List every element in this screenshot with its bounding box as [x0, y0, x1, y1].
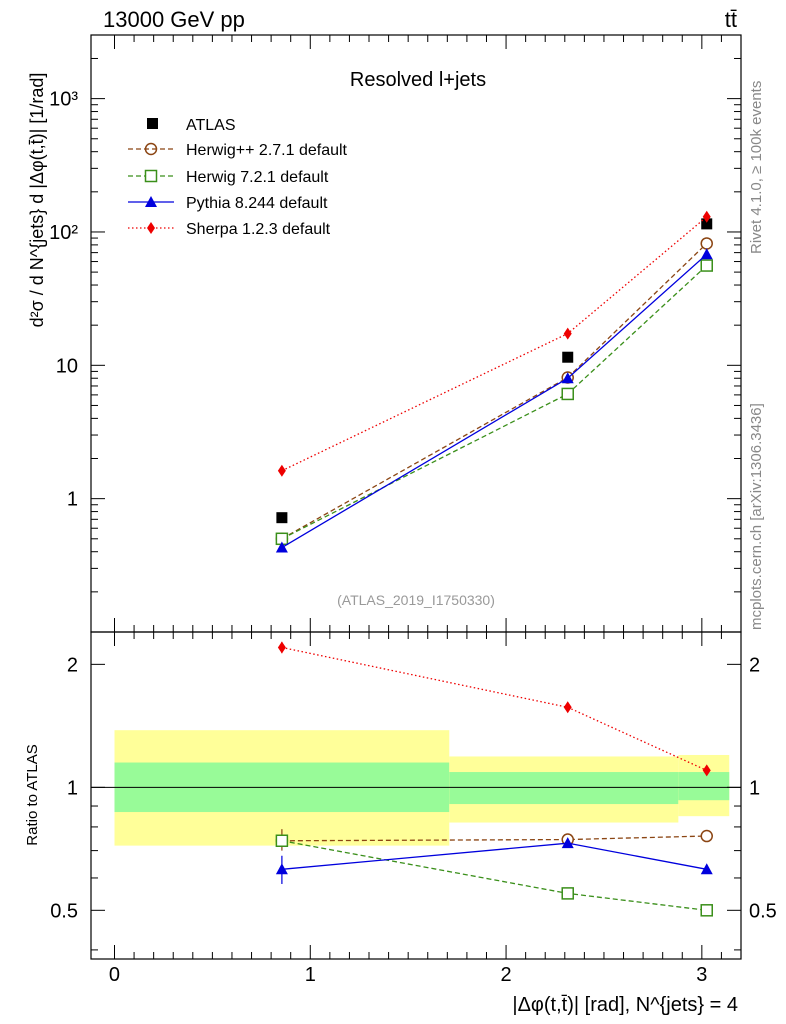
main-series-herwig7 — [275, 259, 713, 546]
ratio-point-pythia-1 — [561, 837, 574, 849]
analysis-id: (ATLAS_2019_I1750330) — [337, 592, 495, 608]
main-panel-series — [275, 210, 713, 553]
ratio-point-herwig7-0 — [275, 834, 289, 848]
main-point-atlas-0 — [276, 512, 288, 524]
legend-marker-atlas — [147, 118, 158, 129]
legend-label-atlas: ATLAS — [186, 117, 236, 134]
ratio-panel-frame — [90, 631, 742, 960]
legend: ATLAS Herwig++ 2.7.1 default Herwig 7.2.… — [128, 117, 348, 238]
ratio-panel-series — [275, 641, 713, 917]
axes: 1 10 10² 10³ 0.5 0.5 1 1 2 2 0 1 2 3 — [49, 34, 777, 986]
ratio-uncertainty-bands — [91, 730, 741, 846]
main-point-pythia-0 — [275, 541, 288, 553]
x-tick-label-3: 3 — [696, 964, 707, 986]
main-point-herwig7-2 — [700, 259, 713, 272]
main-series-sherpa — [277, 210, 711, 477]
main-series-herwigpp — [275, 237, 713, 546]
ratio-y-tick-label-left-2: 2 — [67, 654, 78, 676]
ratio-point-sherpa-0 — [277, 641, 286, 654]
ratio-series-herwig7 — [275, 834, 713, 917]
main-y-axis-label: d²σ / d N^{jets} d |Δφ(t,t̄)| [1/rad] — [27, 73, 47, 328]
ratio-line-herwigpp — [281, 835, 707, 842]
mcplots-label: mcplots.cern.ch [arXiv:1306.3436] — [748, 403, 765, 630]
main-y-tick-label-3: 10³ — [49, 89, 78, 111]
ratio-series-sherpa — [277, 641, 711, 777]
main-line-sherpa — [281, 216, 708, 472]
legend-marker-herwigpp — [144, 142, 158, 156]
legend-label-sherpa: Sherpa 1.2.3 default — [186, 221, 331, 238]
main-point-sherpa-1 — [563, 327, 572, 340]
legend-marker-sherpa — [147, 222, 155, 234]
ratio-y-tick-label-right-2: 2 — [749, 654, 760, 676]
x-tick-label-0: 0 — [109, 964, 120, 986]
ratio-y-tick-label-right-0: 0.5 — [749, 900, 777, 922]
ratio-y-axis-label: Ratio to ATLAS — [24, 744, 41, 845]
energy-label: 13000 GeV pp — [103, 7, 245, 32]
main-point-herwig7-1 — [561, 387, 574, 401]
x-tick-label-1: 1 — [305, 964, 316, 986]
ratio-point-herwig7-1 — [561, 887, 574, 900]
x-axis-label: |Δφ(t,t̄)| [rad], N^{jets} = 4 — [512, 994, 738, 1016]
main-point-sherpa-0 — [277, 464, 286, 477]
ratio-point-herwigpp-2 — [700, 829, 713, 843]
main-line-herwig7 — [281, 265, 708, 540]
main-y-tick-label-0: 1 — [67, 489, 78, 511]
main-point-atlas-2 — [701, 218, 713, 230]
legend-label-herwig7: Herwig 7.2.1 default — [186, 169, 329, 186]
main-point-sherpa-2 — [702, 210, 711, 223]
legend-label-pythia: Pythia 8.244 default — [186, 195, 328, 212]
main-point-pythia-1 — [561, 372, 574, 384]
ratio-series-pythia — [275, 837, 713, 875]
main-series-pythia — [275, 248, 713, 553]
ratio-point-pythia-2 — [700, 863, 713, 875]
legend-marker-herwig7 — [144, 169, 158, 183]
legend-marker-pythia — [145, 196, 157, 207]
ratio-y-tick-label-left-0: 0.5 — [50, 900, 78, 922]
ratio-y-tick-label-left-1: 1 — [67, 777, 78, 799]
main-point-atlas-1 — [562, 351, 574, 363]
main-point-pythia-2 — [700, 248, 713, 260]
process-label: tt̄ — [725, 7, 737, 32]
rivet-label: Rivet 4.1.0, ≥ 100k events — [748, 81, 765, 254]
ratio-y-tick-label-right-1: 1 — [749, 777, 760, 799]
ratio-point-herwig7-2 — [700, 904, 713, 917]
main-line-herwigpp — [281, 242, 708, 540]
ratio-band-inner-2 — [678, 772, 730, 801]
x-tick-label-2: 2 — [500, 964, 511, 986]
ratio-point-sherpa-2 — [702, 764, 711, 777]
ratio-point-pythia-0 — [275, 863, 288, 875]
ratio-line-herwig7 — [281, 840, 707, 911]
main-y-tick-label-1: 10 — [56, 355, 78, 377]
main-series-atlas — [276, 218, 713, 524]
plot-title: Resolved l+jets — [350, 69, 486, 91]
legend-label-herwigpp: Herwig++ 2.7.1 default — [186, 142, 348, 159]
ratio-point-sherpa-1 — [563, 701, 572, 714]
main-y-tick-label-2: 10² — [49, 222, 78, 244]
ratio-band-inner-1 — [449, 772, 679, 805]
main-point-herwigpp-2 — [700, 237, 713, 250]
ratio-line-pythia — [281, 842, 707, 870]
